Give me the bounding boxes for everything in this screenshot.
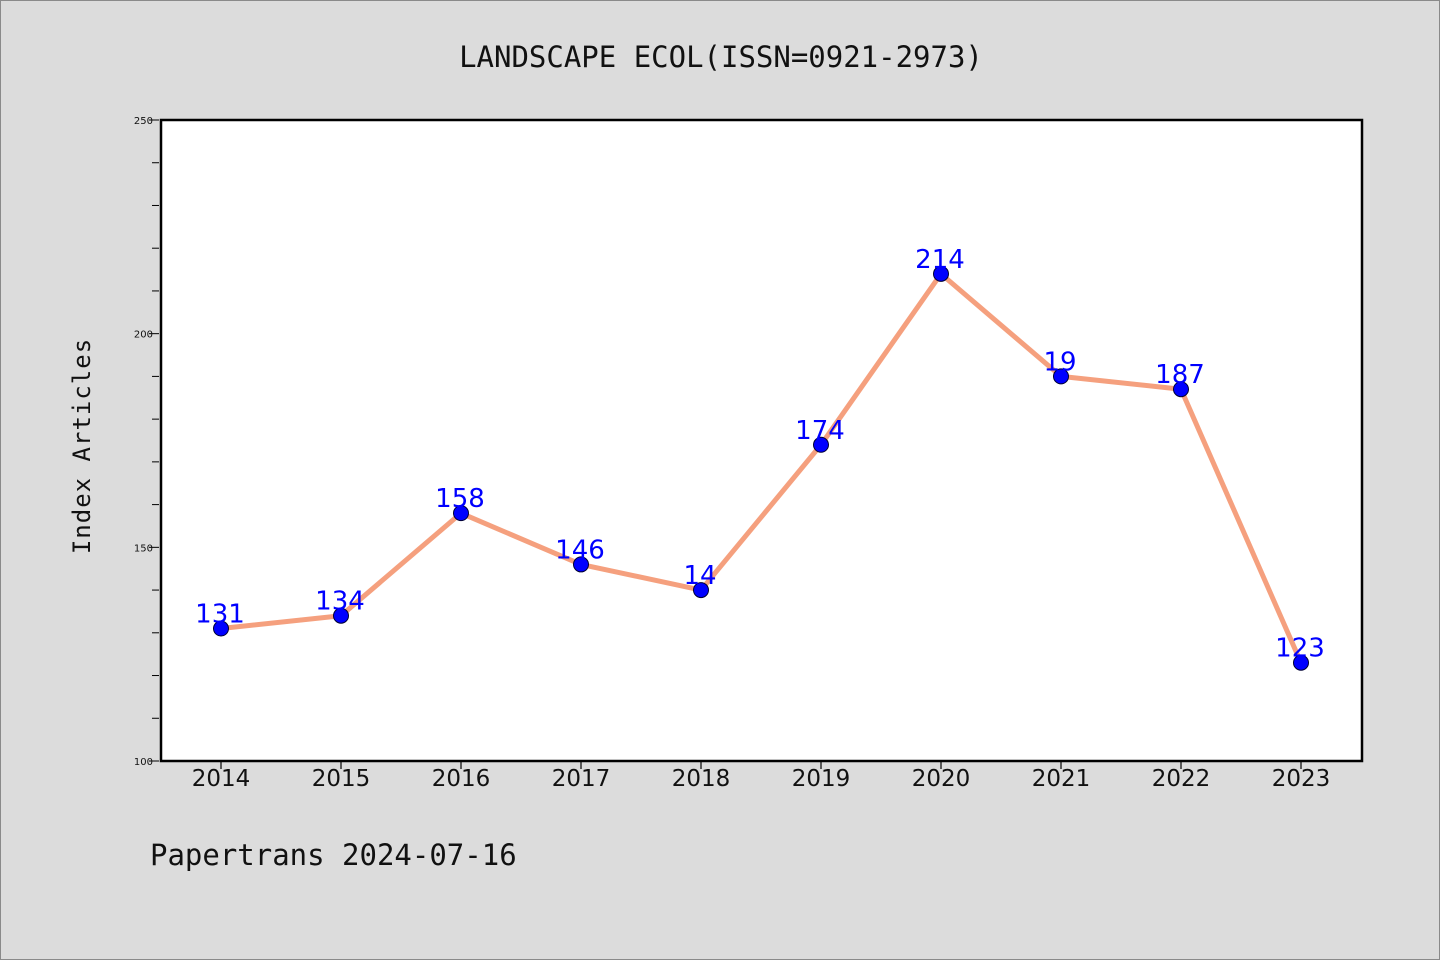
x-tick-label: 2016 [432,766,491,792]
data-label-2018: 14 [683,561,716,591]
x-tick-label: 2017 [552,766,611,792]
series-line [218,271,1304,666]
x-tick-label: 2018 [672,766,731,792]
y-tick-label: 100 [134,757,153,768]
data-point-2020 [933,265,949,282]
x-tick-label: 2019 [792,766,851,792]
data-labels: 131 134 158 146 14 174 214 19 187 123 [195,245,1325,664]
x-tick-label: 2022 [1152,766,1211,792]
y-tick-label: 200 [134,330,153,341]
x-tick-label: 2015 [312,766,371,792]
y-tick-label: 150 [134,543,153,554]
x-tick-label: 2014 [192,766,251,792]
data-point-2017 [573,556,589,573]
data-label-2015: 134 [315,587,365,617]
chart-title: LANDSCAPE ECOL(ISSN=0921-2973) [459,40,983,74]
series-line-group [218,271,1304,666]
data-point-2023 [1293,654,1309,671]
data-label-2016: 158 [435,484,485,514]
data-point-2015 [333,607,349,624]
data-point-2014 [213,620,229,637]
data-point-2022 [1173,381,1189,398]
data-label-2014: 131 [195,600,245,630]
data-label-2019: 174 [795,416,845,446]
data-label-2020: 214 [915,245,965,275]
x-tick-label: 2020 [912,766,971,792]
footer-text: Papertrans 2024-07-16 [150,838,517,872]
data-point-2016 [453,505,469,522]
data-point-2019 [813,436,829,453]
plot-border [159,118,1364,763]
data-label-2017: 146 [555,535,605,565]
data-label-2022: 187 [1155,360,1205,390]
y-axis: 100 150 200 250 [134,116,159,768]
data-point-2021 [1053,368,1069,385]
y-axis-label: Index Articles [68,338,96,554]
x-tick-label: 2021 [1032,766,1091,792]
plot-area [161,120,1362,761]
x-axis: 2014 2015 2016 2017 2018 2019 2020 2021 2022 2023 [192,761,1331,792]
data-label-2021: 19 [1043,347,1076,377]
x-tick-label: 2023 [1272,766,1331,792]
y-tick-label: 250 [134,116,153,127]
data-point-2018 [693,582,709,599]
data-markers [213,265,1309,671]
data-label-2023: 123 [1275,634,1325,664]
